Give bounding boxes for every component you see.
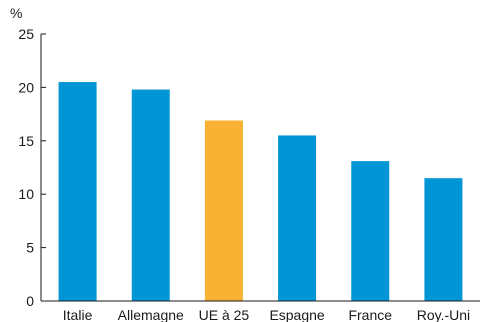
x-category-label: France: [348, 307, 392, 322]
bar-1: [131, 89, 170, 301]
x-category-label: Allemagne: [118, 307, 184, 322]
bar-0: [58, 82, 97, 301]
x-category-label: Italie: [63, 307, 93, 322]
y-tick-label: 0: [26, 293, 34, 309]
y-tick-label: 20: [18, 79, 34, 95]
bar-2: [204, 120, 243, 302]
bar-series: [58, 82, 463, 302]
x-axis: Italie Allemagne UE à 25 Espagne France Roy.-…: [41, 300, 480, 322]
y-axis-unit-label: %: [10, 5, 22, 21]
x-category-label: Espagne: [269, 307, 324, 322]
x-category-label: Roy.-Uni: [417, 307, 470, 322]
y-tick-label: 25: [18, 26, 34, 42]
y-axis: 0 5 10 15 20 25: [18, 26, 46, 309]
bar-3: [278, 135, 317, 301]
y-tick-label: 10: [18, 186, 34, 202]
y-tick-label: 5: [26, 240, 34, 256]
y-tick-label: 15: [18, 133, 34, 149]
x-category-label: UE à 25: [199, 307, 250, 322]
bar-5: [424, 178, 463, 301]
bar-4: [351, 161, 390, 301]
